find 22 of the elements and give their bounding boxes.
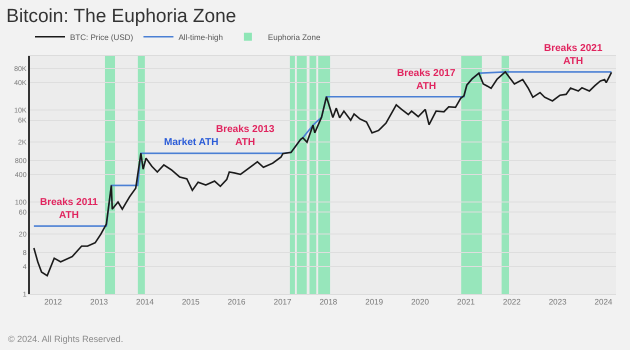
annotation: Breaks 2017 ATH <box>397 68 456 92</box>
x-tick-label: 2016 <box>228 298 246 307</box>
x-tick-label: 2023 <box>548 298 568 307</box>
x-tick-label: 2022 <box>502 298 522 307</box>
chart-title: Bitcoin: The Euphoria Zone <box>6 6 236 28</box>
x-tick-label: 2017 <box>274 298 292 307</box>
x-tick-label: 2024 <box>594 298 613 307</box>
text: © 2024. All Rights Reserved. <box>8 334 124 344</box>
x-tick-label: 2013 <box>90 298 109 307</box>
x-tick-label: 2019 <box>365 298 384 307</box>
legend-label: BTC: Price (USD) <box>70 32 134 42</box>
legend-label: All-time-high <box>178 32 223 42</box>
x-tick-label: 2018 <box>319 298 338 307</box>
annotation: Breaks 2021 ATH <box>544 43 603 67</box>
annotation: Market ATH <box>164 137 218 148</box>
x-tick-label: 2020 <box>411 298 430 307</box>
annotation: Breaks 2011 ATH <box>40 197 98 221</box>
x-tick-label: 2012 <box>44 298 63 307</box>
legend-label: Euphoria Zone <box>268 32 321 42</box>
x-tick-label: 2015 <box>182 298 200 307</box>
x-tick-label: 2021 <box>457 298 476 307</box>
x-tick-label: 2014 <box>136 298 154 307</box>
